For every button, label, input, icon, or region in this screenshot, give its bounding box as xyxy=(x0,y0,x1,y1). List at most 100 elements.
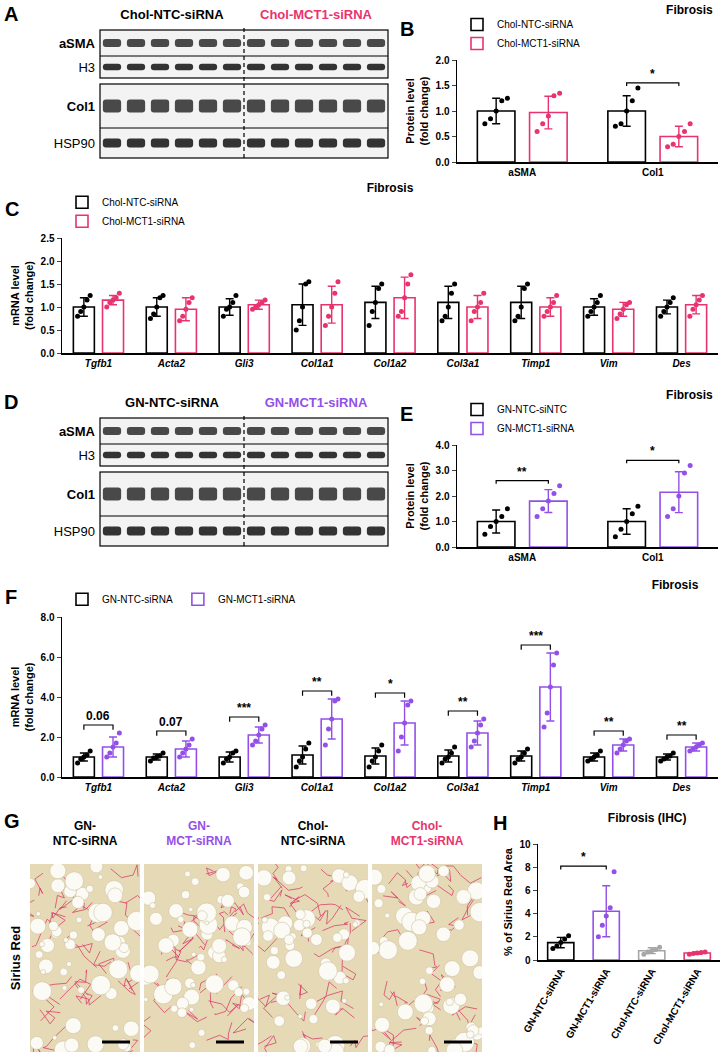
svg-text:4.0: 4.0 xyxy=(436,440,450,451)
svg-text:Col1: Col1 xyxy=(67,99,95,114)
svg-text:mRNA level(fold change): mRNA level(fold change) xyxy=(9,261,35,330)
svg-text:8.0: 8.0 xyxy=(41,612,55,623)
svg-text:6.0: 6.0 xyxy=(41,652,55,663)
svg-text:E: E xyxy=(400,403,413,425)
svg-text:Col3a1: Col3a1 xyxy=(446,358,479,369)
svg-text:Fibrosis: Fibrosis xyxy=(367,181,414,195)
svg-text:Protein level(fold change): Protein level(fold change) xyxy=(404,461,430,530)
svg-text:Acta2: Acta2 xyxy=(157,358,186,369)
svg-text:1.0: 1.0 xyxy=(436,516,450,527)
svg-text:GN-NTC-siNTC: GN-NTC-siNTC xyxy=(497,404,567,415)
svg-text:Vim: Vim xyxy=(600,358,618,369)
svg-text:Timp1: Timp1 xyxy=(521,358,551,369)
svg-text:aSMA: aSMA xyxy=(59,36,96,51)
svg-text:Col1a1: Col1a1 xyxy=(301,358,334,369)
svg-text:1.0: 1.0 xyxy=(436,106,450,117)
svg-text:Chol-MCT1-siRNA: Chol-MCT1-siRNA xyxy=(391,819,464,848)
svg-text:0.06: 0.06 xyxy=(86,709,110,723)
svg-text:1.5: 1.5 xyxy=(41,279,55,290)
svg-text:0: 0 xyxy=(525,955,531,966)
svg-text:Chol-NTC-siRNA: Chol-NTC-siRNA xyxy=(120,7,224,22)
svg-text:Fibrosis: Fibrosis xyxy=(652,578,699,592)
svg-text:1.0: 1.0 xyxy=(41,302,55,313)
svg-text:D: D xyxy=(4,391,18,413)
svg-text:GN-NTC-siRNA: GN-NTC-siRNA xyxy=(125,395,219,410)
svg-text:0.0: 0.0 xyxy=(41,772,55,783)
svg-text:Chol-NTC-siRNA: Chol-NTC-siRNA xyxy=(497,19,573,30)
svg-text:GN-NTC-siRNA: GN-NTC-siRNA xyxy=(102,594,173,605)
svg-text:GN-NTC-siRNA: GN-NTC-siRNA xyxy=(53,819,118,848)
svg-text:Col3a1: Col3a1 xyxy=(446,782,479,793)
svg-text:Chol-MCT1-siRNA: Chol-MCT1-siRNA xyxy=(651,967,704,1047)
svg-text:8: 8 xyxy=(525,862,531,873)
svg-text:Col1: Col1 xyxy=(642,167,664,178)
svg-text:10: 10 xyxy=(519,839,531,850)
svg-text:2.5: 2.5 xyxy=(41,233,55,244)
svg-text:Tgfb1: Tgfb1 xyxy=(85,782,113,793)
svg-text:6: 6 xyxy=(525,885,531,896)
svg-text:mRNA level(fold change): mRNA level(fold change) xyxy=(9,662,35,731)
svg-text:GN-MCT1-siRNA: GN-MCT1-siRNA xyxy=(218,594,296,605)
svg-text:Col1: Col1 xyxy=(642,552,664,563)
svg-text:Chol-MCT1-siRNA: Chol-MCT1-siRNA xyxy=(102,216,185,227)
svg-text:Sirius Red: Sirius Red xyxy=(8,926,23,990)
svg-text:Chol-NTC-siRNA: Chol-NTC-siRNA xyxy=(102,197,178,208)
svg-text:HSP90: HSP90 xyxy=(54,524,95,539)
svg-text:2.0: 2.0 xyxy=(436,491,450,502)
svg-text:2: 2 xyxy=(525,931,531,942)
svg-text:% of Sirius Red Area: % of Sirius Red Area xyxy=(502,847,514,956)
svg-text:**: ** xyxy=(458,695,468,709)
svg-text:2.0: 2.0 xyxy=(436,55,450,66)
svg-text:3.0: 3.0 xyxy=(436,465,450,476)
svg-text:Col1a1: Col1a1 xyxy=(301,782,334,793)
svg-text:C: C xyxy=(5,198,19,220)
svg-text:Fibrosis: Fibrosis xyxy=(666,3,713,17)
svg-text:2.0: 2.0 xyxy=(41,256,55,267)
svg-text:aSMA: aSMA xyxy=(59,424,96,439)
svg-text:A: A xyxy=(4,3,18,25)
svg-text:**: ** xyxy=(517,465,527,479)
svg-text:H3: H3 xyxy=(78,60,95,75)
svg-text:0.5: 0.5 xyxy=(436,131,450,142)
svg-text:Vim: Vim xyxy=(600,782,618,793)
svg-text:Chol-MCT1-siRNA: Chol-MCT1-siRNA xyxy=(260,7,373,22)
svg-text:B: B xyxy=(400,18,414,40)
svg-text:0.0: 0.0 xyxy=(436,542,450,553)
svg-text:Col1a2: Col1a2 xyxy=(374,358,407,369)
svg-text:4: 4 xyxy=(525,908,531,919)
svg-text:0.0: 0.0 xyxy=(41,348,55,359)
svg-text:*: * xyxy=(388,677,393,691)
svg-text:Chol-NTC-siRNA: Chol-NTC-siRNA xyxy=(609,967,658,1041)
svg-text:HSP90: HSP90 xyxy=(54,136,95,151)
svg-text:Chol-NTC-siRNA: Chol-NTC-siRNA xyxy=(281,819,346,848)
svg-text:**: ** xyxy=(604,715,614,729)
svg-text:G: G xyxy=(4,810,20,832)
svg-text:Gli3: Gli3 xyxy=(235,358,254,369)
svg-text:0.0: 0.0 xyxy=(436,157,450,168)
svg-text:Des: Des xyxy=(672,782,691,793)
svg-text:Fibrosis: Fibrosis xyxy=(666,388,713,402)
svg-text:H: H xyxy=(493,812,507,834)
svg-text:Protein level(fold change): Protein level(fold change) xyxy=(404,76,430,145)
svg-text:Des: Des xyxy=(672,358,691,369)
svg-text:GN-MCT-siRNA: GN-MCT-siRNA xyxy=(166,819,232,848)
svg-text:aSMA: aSMA xyxy=(508,167,536,178)
svg-text:H3: H3 xyxy=(78,448,95,463)
svg-text:*: * xyxy=(650,67,655,81)
svg-text:GN-MCT1-siRNA: GN-MCT1-siRNA xyxy=(497,423,575,434)
svg-text:*: * xyxy=(650,444,655,458)
svg-text:aSMA: aSMA xyxy=(508,552,536,563)
svg-text:*: * xyxy=(581,850,586,864)
svg-text:GN-MCT1-siRNA: GN-MCT1-siRNA xyxy=(265,395,368,410)
svg-text:**: ** xyxy=(312,675,322,689)
svg-text:1.5: 1.5 xyxy=(436,80,450,91)
svg-text:Tgfb1: Tgfb1 xyxy=(85,358,113,369)
svg-text:Timp1: Timp1 xyxy=(521,782,551,793)
svg-text:***: *** xyxy=(237,701,251,715)
svg-text:F: F xyxy=(5,586,17,608)
svg-text:Acta2: Acta2 xyxy=(157,782,186,793)
svg-text:Gli3: Gli3 xyxy=(235,782,254,793)
svg-text:2.0: 2.0 xyxy=(41,732,55,743)
svg-text:Chol-MCT1-siRNA: Chol-MCT1-siRNA xyxy=(497,38,580,49)
svg-text:**: ** xyxy=(677,719,687,733)
